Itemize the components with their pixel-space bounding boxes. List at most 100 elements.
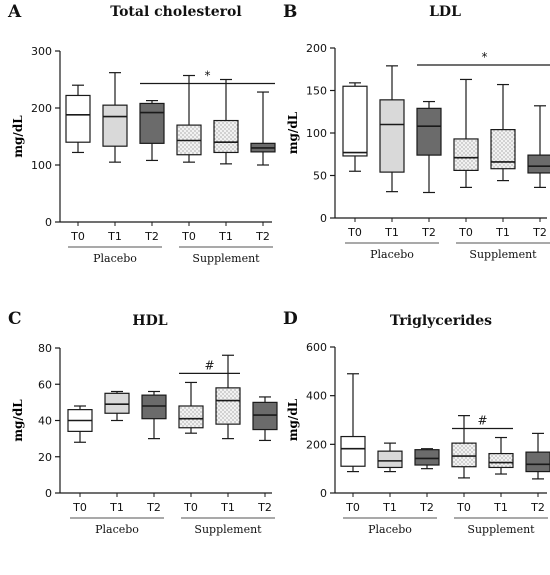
panel-hdl: C HDL 0 20 40 60 80 mg/dL T0 T1 T2 T0 T1 T2 Placebo S… — [0, 287, 278, 574]
y-tick-label: 20 — [38, 451, 52, 464]
category-label: T1 — [493, 501, 508, 514]
box-body — [102, 104, 128, 147]
y-tick-label: 200 — [306, 42, 327, 55]
box-body — [416, 107, 442, 156]
group-label: Placebo — [95, 523, 139, 536]
y-axis-label: mg/dL — [11, 115, 25, 158]
box-6 — [252, 396, 278, 442]
group-label: Supplement — [194, 523, 262, 536]
panel-ldl: B LDL 0 50 100 150 200 mg/dL T0 T1 T2 T0 T1 T2 Place… — [275, 0, 550, 287]
box-body — [527, 154, 550, 174]
group-label: Placebo — [93, 252, 137, 265]
category-label: T0 — [345, 501, 360, 514]
y-tick-label: 200 — [306, 438, 327, 451]
box-body — [252, 401, 278, 431]
box-5 — [215, 354, 241, 440]
category-label: T2 — [146, 501, 161, 514]
box-body — [453, 138, 479, 171]
panel-letter: C — [8, 309, 22, 329]
group-label: Supplement — [469, 248, 537, 261]
panel-total-cholesterol: A Total cholesterol 0 100 200 300 mg/dL T0 T1 T… — [0, 0, 276, 287]
group-label: Supplement — [467, 523, 535, 536]
box-body — [178, 405, 204, 429]
box-3 — [141, 390, 167, 440]
box-6 — [525, 432, 550, 480]
box-5 — [488, 436, 514, 475]
box-body — [141, 394, 167, 420]
category-label: T0 — [458, 226, 473, 239]
category-label: T2 — [255, 230, 270, 243]
category-label: T2 — [421, 226, 436, 239]
y-tick-label: 0 — [45, 216, 52, 229]
box-2 — [379, 65, 405, 193]
box-body — [215, 387, 241, 425]
chart-plot-hdl: 0 20 40 60 80 mg/dL T0 T1 T2 T0 T1 T2 Placebo Supplem… — [11, 342, 278, 536]
panel-letter: D — [283, 309, 298, 329]
y-tick-label: 300 — [31, 45, 52, 58]
category-label: T0 — [456, 501, 471, 514]
box-1 — [342, 82, 368, 172]
y-tick-label: 200 — [31, 102, 52, 115]
box-2 — [104, 390, 130, 422]
box-body — [379, 99, 405, 173]
box-body — [342, 85, 368, 157]
box-1 — [65, 84, 91, 154]
box-6 — [250, 91, 276, 166]
category-label: T2 — [419, 501, 434, 514]
category-label: T2 — [530, 501, 545, 514]
box-2 — [102, 72, 128, 163]
category-label: T1 — [384, 226, 399, 239]
box-3 — [416, 100, 442, 194]
significance-marker: # — [204, 358, 214, 372]
panel-letter: A — [8, 2, 22, 22]
group-label: Placebo — [370, 248, 414, 261]
chart-plot-ldl: 0 50 100 150 200 mg/dL T0 T1 T2 T0 T1 T2 Placebo Supp… — [286, 42, 550, 261]
y-tick-label: 50 — [313, 170, 327, 183]
box-body — [414, 449, 440, 466]
chart-title: Triglycerides — [389, 313, 493, 329]
box-3 — [414, 448, 440, 470]
category-label: T1 — [109, 501, 124, 514]
chart-plot-triglycerides: 0 200 400 600 mg/dL T0 T1 T2 T0 T1 T2 Placebo Supple… — [286, 341, 550, 536]
category-label: T0 — [183, 501, 198, 514]
category-label: T0 — [181, 230, 196, 243]
group-label: Placebo — [368, 523, 412, 536]
box-1 — [67, 405, 93, 443]
box-body — [104, 392, 130, 414]
category-label: T2 — [257, 501, 272, 514]
y-tick-label: 60 — [38, 378, 52, 391]
y-tick-label: 600 — [306, 341, 327, 354]
y-axis-label: mg/dL — [286, 398, 300, 441]
box-3 — [139, 99, 165, 162]
y-axis-label: mg/dL — [286, 111, 300, 154]
significance-marker: * — [482, 50, 488, 64]
y-tick-label: 400 — [306, 390, 327, 403]
box-body — [213, 119, 239, 154]
box-body — [139, 102, 165, 144]
chart-title: LDL — [429, 4, 461, 20]
category-label: T1 — [107, 230, 122, 243]
panel-letter: B — [283, 2, 298, 22]
category-label: T1 — [382, 501, 397, 514]
box-1 — [340, 373, 366, 473]
panel-triglycerides: D Triglycerides 0 200 400 600 mg/dL T0 T1 T2 T0 T… — [275, 287, 550, 574]
y-tick-label: 100 — [306, 127, 327, 140]
category-label: T1 — [495, 226, 510, 239]
box-4 — [453, 78, 479, 188]
box-5 — [213, 78, 239, 165]
box-body — [451, 442, 477, 468]
category-label: T0 — [70, 230, 85, 243]
y-tick-label: 150 — [306, 85, 327, 98]
significance-marker: # — [477, 414, 487, 428]
y-tick-label: 40 — [38, 415, 52, 428]
box-body — [490, 129, 516, 170]
category-label: T2 — [144, 230, 159, 243]
category-label: T1 — [218, 230, 233, 243]
y-tick-label: 80 — [38, 342, 52, 355]
chart-title: Total cholesterol — [110, 4, 242, 20]
box-6 — [527, 105, 550, 188]
chart-plot-total-cholesterol: 0 100 200 300 mg/dL T0 T1 T2 T0 T1 T2 Placebo Supple… — [11, 45, 276, 265]
y-axis-label: mg/dL — [11, 399, 25, 442]
box-4 — [178, 381, 204, 434]
